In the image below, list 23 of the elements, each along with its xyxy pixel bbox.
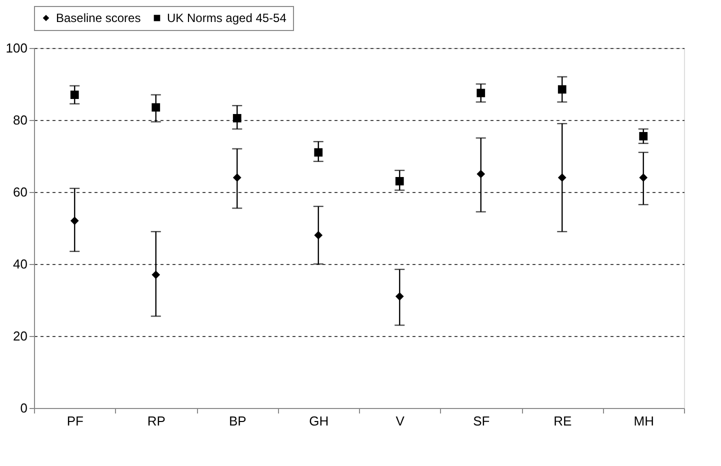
x-tick-label: RE [554,414,572,428]
y-tick-label: 100 [6,40,28,56]
y-tick-label: 0 [20,400,28,416]
x-tick-label: RP [147,414,166,428]
y-tick-label: 80 [13,112,28,128]
legend-label: Baseline scores [56,11,141,25]
y-tick-label: 20 [13,328,28,344]
x-tick-label: GH [309,414,329,428]
point [558,85,566,94]
point [232,114,242,122]
x-tick-label: SF [473,414,490,428]
point [70,90,79,99]
point [152,103,160,112]
y-tick-label: 60 [13,184,28,200]
legend-label: UK Norms aged 45-54 [167,11,287,25]
y-tick-label: 40 [13,256,28,272]
x-tick-label: BP [228,414,246,428]
x-tick-label: MH [634,414,654,428]
point [395,177,404,186]
x-tick-label: V [396,414,405,428]
point [639,132,648,140]
x-tick-label: PF [66,414,84,428]
point [314,148,323,157]
